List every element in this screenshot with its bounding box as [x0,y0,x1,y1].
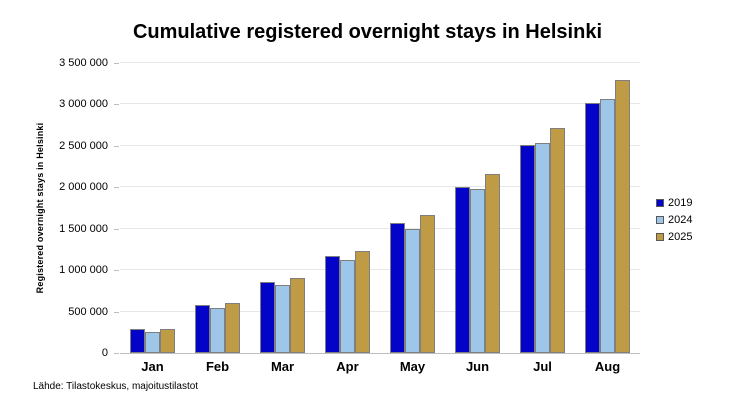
bar-2019-feb [195,305,210,353]
legend-item-2019: 2019 [656,194,692,211]
y-tick-label: 0 [101,347,108,359]
legend: 2019 2024 2025 [656,194,692,245]
legend-swatch-2025 [656,232,664,241]
bar-2019-jan [130,329,145,353]
gridline [120,144,640,146]
x-tick-label: Apr [336,359,359,374]
bar-2019-jul [520,145,535,353]
bar-2019-apr [325,256,340,353]
y-tick-label: 2 000 000 [59,181,108,194]
y-axis-tick [114,353,119,354]
plot-area [120,62,640,354]
bar-2025-jan [160,329,175,353]
legend-item-2024: 2024 [656,211,692,228]
y-axis-tick [114,311,119,313]
bar-2025-aug [615,80,630,353]
x-tick-label: Feb [205,359,230,374]
legend-item-2025: 2025 [656,228,692,245]
bar-2025-jun [485,174,500,353]
bar-2024-jul [535,143,550,353]
gridline [120,103,640,105]
y-tick-label: 3 500 000 [59,57,108,69]
gridline [120,310,640,312]
gridline [120,269,640,271]
gridline [120,62,640,63]
legend-label: 2024 [668,213,693,226]
bar-2025-may [420,215,435,353]
y-axis-tick [114,187,119,189]
x-tick-label: Aug [594,359,621,374]
y-axis-tick [114,145,119,147]
y-tick-label: 1 000 000 [59,264,108,277]
bar-2024-jan [145,332,160,353]
bar-2024-apr [340,260,355,353]
x-tick-label: Mar [270,359,295,374]
bar-2025-feb [225,303,240,353]
bar-2024-mar [275,285,290,353]
bar-2019-mar [260,282,275,353]
bar-2024-jun [470,189,485,353]
chart-title: Cumulative registered overnight stays in… [132,21,603,43]
legend-swatch-2024 [656,215,664,224]
y-axis-tick [114,63,119,64]
gridline [120,186,640,188]
legend-label: 2025 [668,230,693,243]
bar-2025-mar [290,278,305,353]
y-axis-tick [114,104,119,106]
y-tick-label: 3 000 000 [59,98,108,111]
y-axis-tick [114,270,119,272]
bar-2025-apr [355,251,370,353]
y-axis-tick [114,228,119,230]
legend-swatch-2019 [656,198,664,207]
bar-2019-jun [455,187,470,353]
y-tick-label: 500 000 [68,305,108,318]
bar-2019-aug [585,103,600,353]
bar-2024-aug [600,99,615,353]
x-tick-label: Jan [141,359,164,374]
x-tick-label: May [399,359,426,374]
bar-2025-jul [550,128,565,353]
source-note: Lähde: Tilastokeskus, majoitustilastot [33,381,199,392]
y-tick-label: 1 500 000 [59,222,108,235]
x-tick-label: Jul [533,359,552,374]
bar-2019-may [390,223,405,353]
y-tick-label: 2 500 000 [59,139,108,152]
bar-2024-feb [210,308,225,353]
legend-label: 2019 [668,196,693,209]
x-tick-label: Jun [465,359,490,374]
bar-2024-may [405,229,420,353]
gridline [120,227,640,229]
